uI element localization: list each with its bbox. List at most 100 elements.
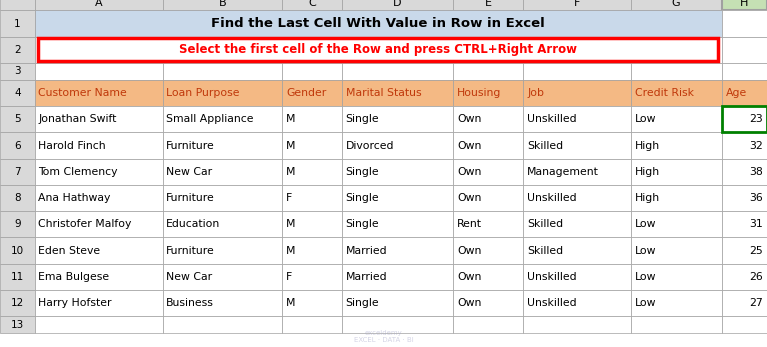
Text: Education: Education <box>166 219 221 229</box>
Text: M: M <box>286 167 295 177</box>
Bar <box>523 106 630 133</box>
Text: Eden Steve: Eden Steve <box>38 246 100 255</box>
Text: Low: Low <box>634 298 656 308</box>
Bar <box>630 80 722 106</box>
Bar <box>722 290 767 316</box>
Text: 36: 36 <box>749 193 763 203</box>
Bar <box>630 211 722 237</box>
Bar <box>282 316 342 333</box>
Bar <box>722 185 767 211</box>
Bar <box>722 211 767 237</box>
Bar <box>163 237 282 264</box>
Bar <box>163 264 282 290</box>
Bar <box>453 37 523 63</box>
Text: Skilled: Skilled <box>527 141 563 151</box>
Bar <box>163 185 282 211</box>
Text: Skilled: Skilled <box>527 219 563 229</box>
Bar <box>35 159 163 185</box>
Text: Furniture: Furniture <box>166 141 215 151</box>
Text: 1: 1 <box>14 18 21 28</box>
Bar <box>630 63 722 80</box>
Bar <box>0 290 35 316</box>
Bar <box>630 290 722 316</box>
Text: Married: Married <box>346 272 387 282</box>
Bar <box>163 316 282 333</box>
Bar <box>722 0 767 10</box>
Bar <box>342 185 453 211</box>
FancyBboxPatch shape <box>38 39 718 61</box>
Text: Own: Own <box>457 193 482 203</box>
Bar <box>282 106 342 133</box>
Bar <box>722 10 767 37</box>
Text: Management: Management <box>527 167 599 177</box>
Text: Loan Purpose: Loan Purpose <box>166 88 240 98</box>
Bar <box>342 264 453 290</box>
Text: Furniture: Furniture <box>166 246 215 255</box>
Text: E: E <box>485 0 492 8</box>
Bar <box>722 80 767 106</box>
Bar <box>35 185 163 211</box>
Bar <box>282 211 342 237</box>
Bar <box>342 237 453 264</box>
Bar <box>722 264 767 290</box>
Bar <box>0 159 35 185</box>
Bar <box>342 159 453 185</box>
Bar <box>453 316 523 333</box>
Text: D: D <box>393 0 402 8</box>
Bar <box>342 63 453 80</box>
Text: Business: Business <box>166 298 214 308</box>
Bar <box>282 63 342 80</box>
Text: New Car: New Car <box>166 167 212 177</box>
Text: 4: 4 <box>14 88 21 98</box>
Bar <box>523 185 630 211</box>
Text: M: M <box>286 114 295 124</box>
Text: M: M <box>286 298 295 308</box>
Bar <box>630 237 722 264</box>
Text: 10: 10 <box>11 246 24 255</box>
Bar <box>453 211 523 237</box>
Bar <box>0 237 35 264</box>
Text: Age: Age <box>726 88 746 98</box>
Bar <box>163 0 282 10</box>
Text: Single: Single <box>346 298 379 308</box>
Bar <box>35 80 163 106</box>
Bar <box>0 63 35 80</box>
Bar <box>630 37 722 63</box>
Bar <box>722 237 767 264</box>
Text: Marital Status: Marital Status <box>346 88 421 98</box>
Text: C: C <box>308 0 316 8</box>
Bar <box>163 290 282 316</box>
Text: Find the Last Cell With Value in Row in Excel: Find the Last Cell With Value in Row in … <box>211 17 545 30</box>
Bar <box>35 316 163 333</box>
Bar <box>282 159 342 185</box>
Text: 12: 12 <box>11 298 24 308</box>
Bar <box>35 106 163 133</box>
Text: 38: 38 <box>749 167 763 177</box>
Bar <box>282 264 342 290</box>
Text: M: M <box>286 141 295 151</box>
Text: Furniture: Furniture <box>166 193 215 203</box>
Bar <box>722 106 767 133</box>
Bar <box>282 185 342 211</box>
Bar <box>0 0 35 10</box>
Text: Low: Low <box>634 114 656 124</box>
Bar <box>453 159 523 185</box>
Bar <box>0 211 35 237</box>
Text: B: B <box>219 0 226 8</box>
Bar <box>0 10 35 37</box>
Text: F: F <box>574 0 581 8</box>
Text: Unskilled: Unskilled <box>527 298 577 308</box>
Bar <box>630 159 722 185</box>
Text: 23: 23 <box>749 114 763 124</box>
Text: 6: 6 <box>14 141 21 151</box>
Bar <box>523 316 630 333</box>
Text: Unskilled: Unskilled <box>527 272 577 282</box>
Bar <box>163 37 282 63</box>
Bar <box>342 80 453 106</box>
Bar <box>722 316 767 333</box>
Bar <box>35 290 163 316</box>
Bar <box>523 237 630 264</box>
Bar <box>342 133 453 159</box>
Bar <box>453 185 523 211</box>
Text: Harold Finch: Harold Finch <box>38 141 106 151</box>
